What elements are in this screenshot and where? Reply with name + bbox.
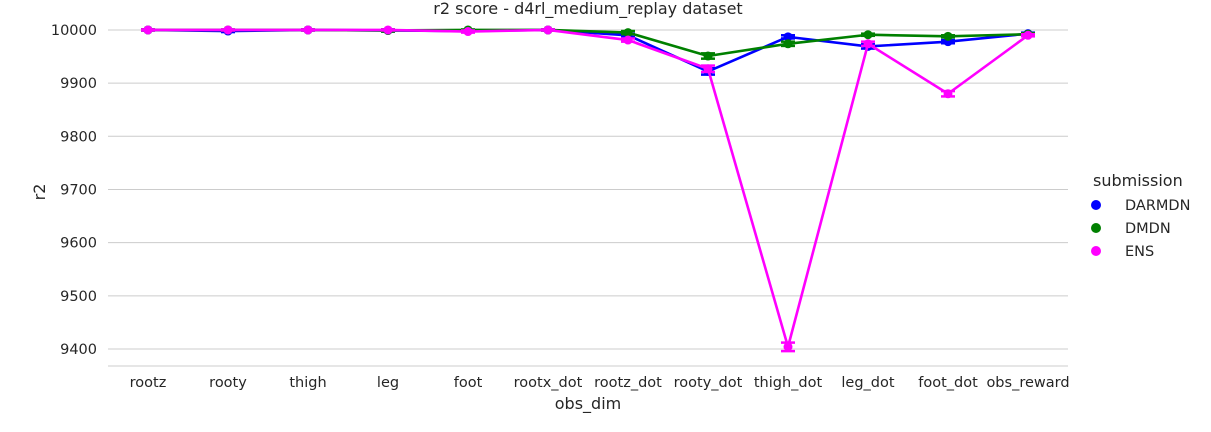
y-tick-label: 9800 — [60, 129, 97, 145]
x-tick-label: leg_dot — [841, 375, 894, 391]
data-point — [543, 25, 553, 35]
series-line — [148, 28, 1029, 349]
data-point — [303, 25, 313, 35]
x-tick-label: rootz — [130, 375, 167, 391]
data-point — [703, 51, 713, 61]
x-tick-label: rooty_dot — [674, 375, 743, 391]
data-point — [703, 64, 713, 74]
x-tick-label: foot_dot — [918, 375, 978, 391]
x-tick-label: thigh_dot — [754, 375, 823, 391]
legend-label: DMDN — [1125, 221, 1171, 237]
data-point — [1023, 30, 1033, 40]
legend-label: DARMDN — [1125, 198, 1190, 214]
series-darmdn — [141, 25, 1035, 76]
data-point — [943, 31, 953, 41]
chart-title: r2 score - d4rl_medium_replay dataset — [433, 0, 742, 19]
data-point — [623, 28, 633, 38]
data-point — [223, 25, 233, 35]
data-point — [863, 39, 873, 49]
data-point — [783, 342, 793, 352]
data-point — [623, 35, 633, 45]
x-tick-label: foot — [454, 375, 483, 391]
x-tick-label: rooty — [209, 375, 247, 391]
x-tick-labels: rootz rooty thigh leg foot rootx_dot rootz_dot… — [130, 375, 1070, 391]
data-point — [783, 32, 793, 42]
legend-marker — [1091, 246, 1101, 256]
data-point — [383, 25, 393, 35]
data-point — [863, 30, 873, 40]
y-tick-label: 10000 — [51, 23, 97, 39]
data-point — [943, 89, 953, 99]
y-tick-label: 9600 — [60, 236, 97, 252]
y-tick-label: 9900 — [60, 76, 97, 92]
x-tick-label: leg — [377, 375, 399, 391]
data-point — [463, 27, 473, 37]
y-tick-label: 9500 — [60, 289, 97, 305]
data-point — [783, 39, 793, 49]
y-tick-labels: 9400 9500 9600 9700 9800 9900 10000 — [51, 23, 97, 358]
x-tick-label: thigh — [289, 375, 326, 391]
legend: submission DARMDN DMDN ENS — [1091, 171, 1190, 260]
y-tick-label: 9400 — [60, 342, 97, 358]
data-point — [143, 25, 153, 35]
legend-marker — [1091, 223, 1101, 233]
legend-marker — [1091, 200, 1101, 210]
y-tick-label: 9700 — [60, 182, 97, 198]
series-ens — [141, 25, 1035, 353]
x-axis-label: obs_dim — [555, 394, 621, 414]
x-tick-label: rootx_dot — [514, 375, 583, 391]
legend-title: submission — [1093, 171, 1183, 190]
y-axis-label: r2 — [30, 184, 49, 201]
x-tick-label: obs_reward — [986, 375, 1069, 391]
legend-label: ENS — [1125, 244, 1154, 260]
x-tick-label: rootz_dot — [594, 375, 662, 391]
series — [141, 25, 1035, 353]
